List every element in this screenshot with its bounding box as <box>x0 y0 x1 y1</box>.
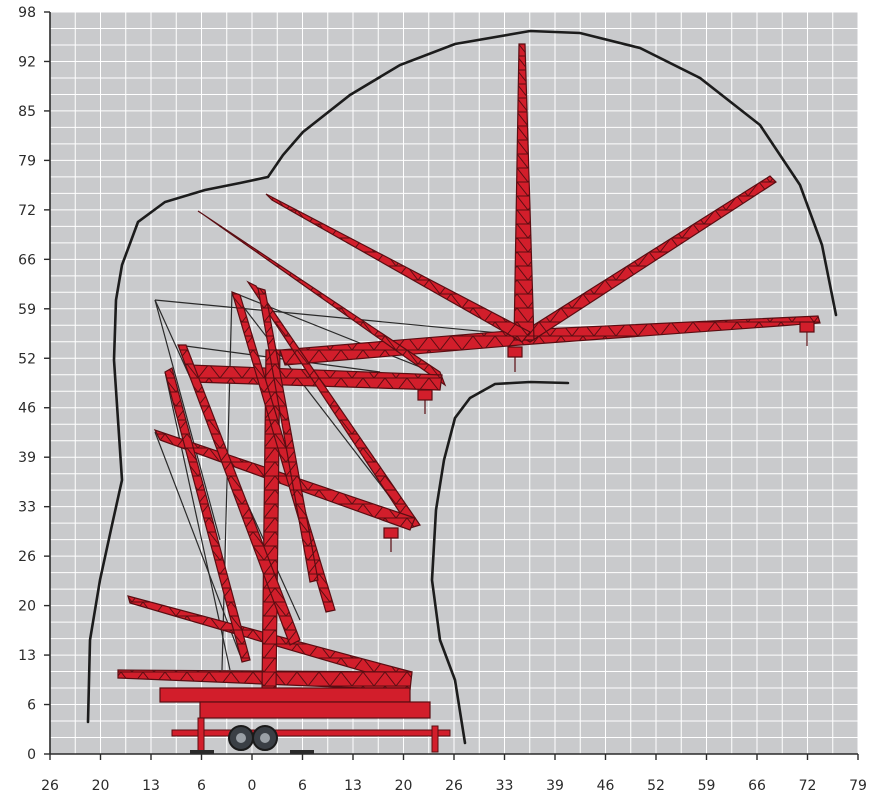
y-tick-label: 46 <box>18 401 36 417</box>
x-tick-label: 79 <box>849 778 867 794</box>
x-tick-label: 33 <box>496 778 514 794</box>
folded-boom-a <box>177 344 301 646</box>
y-tick-label: 6 <box>27 698 36 714</box>
x-tick-label: 13 <box>344 778 362 794</box>
y-tick-label: 20 <box>18 599 36 615</box>
y-tick-label: 0 <box>27 747 36 763</box>
y-tick-label: 66 <box>18 252 36 268</box>
x-tick-label: 0 <box>248 778 257 794</box>
x-tick-label: 26 <box>445 778 463 794</box>
wheel-rear-hub <box>260 733 270 743</box>
x-tick-label: 52 <box>647 778 665 794</box>
boom-sections <box>117 43 821 691</box>
outrigger-leg-left <box>197 717 205 753</box>
inner-envelope-curve <box>430 380 570 745</box>
y-tick-label: 98 <box>18 5 36 21</box>
x-tick-label: 59 <box>698 778 716 794</box>
y-axis-ticks: 0 6 13 20 26 33 39 46 52 59 66 72 79 85 92 98 <box>18 5 50 763</box>
x-tick-label: 20 <box>395 778 413 794</box>
outrigger-pad-left <box>190 750 214 754</box>
wheel-front-hub <box>236 733 246 743</box>
x-tick-label: 6 <box>197 778 206 794</box>
y-tick-label: 39 <box>18 450 36 466</box>
carrier-deck <box>199 701 431 719</box>
crane-carrier <box>159 687 451 754</box>
outer-envelope-curve <box>86 29 838 724</box>
x-tick-label: 6 <box>298 778 307 794</box>
folded-boom-d <box>257 287 319 583</box>
y-tick-label: 52 <box>18 351 36 367</box>
jib-upper-left <box>265 193 531 343</box>
x-tick-label: 46 <box>597 778 615 794</box>
y-tick-label: 26 <box>18 549 36 565</box>
y-tick-label: 59 <box>18 302 36 318</box>
x-tick-label: 66 <box>748 778 766 794</box>
y-tick-label: 72 <box>18 203 36 219</box>
y-tick-label: 33 <box>18 500 36 516</box>
outrigger-leg-right <box>431 725 439 753</box>
x-tick-label: 72 <box>799 778 817 794</box>
outrigger-beam <box>171 729 451 737</box>
x-tick-label: 13 <box>142 778 160 794</box>
x-axis-ticks: 26 20 13 6 0 6 13 20 26 33 39 46 52 59 66 72 79 <box>41 754 867 794</box>
y-tick-label: 79 <box>18 153 36 169</box>
jib-mid-diagonal <box>197 210 447 387</box>
y-tick-label: 85 <box>18 104 36 120</box>
y-tick-label: 13 <box>18 648 36 664</box>
jib-long-diagonal <box>246 280 421 529</box>
y-tick-label: 92 <box>18 54 36 70</box>
x-tick-label: 20 <box>92 778 110 794</box>
folded-boom-b <box>164 367 251 663</box>
jib-vertical <box>513 43 535 341</box>
carrier-frame <box>159 687 411 703</box>
x-tick-label: 39 <box>546 778 564 794</box>
x-tick-label: 26 <box>41 778 59 794</box>
outrigger-pad-right <box>290 750 314 754</box>
